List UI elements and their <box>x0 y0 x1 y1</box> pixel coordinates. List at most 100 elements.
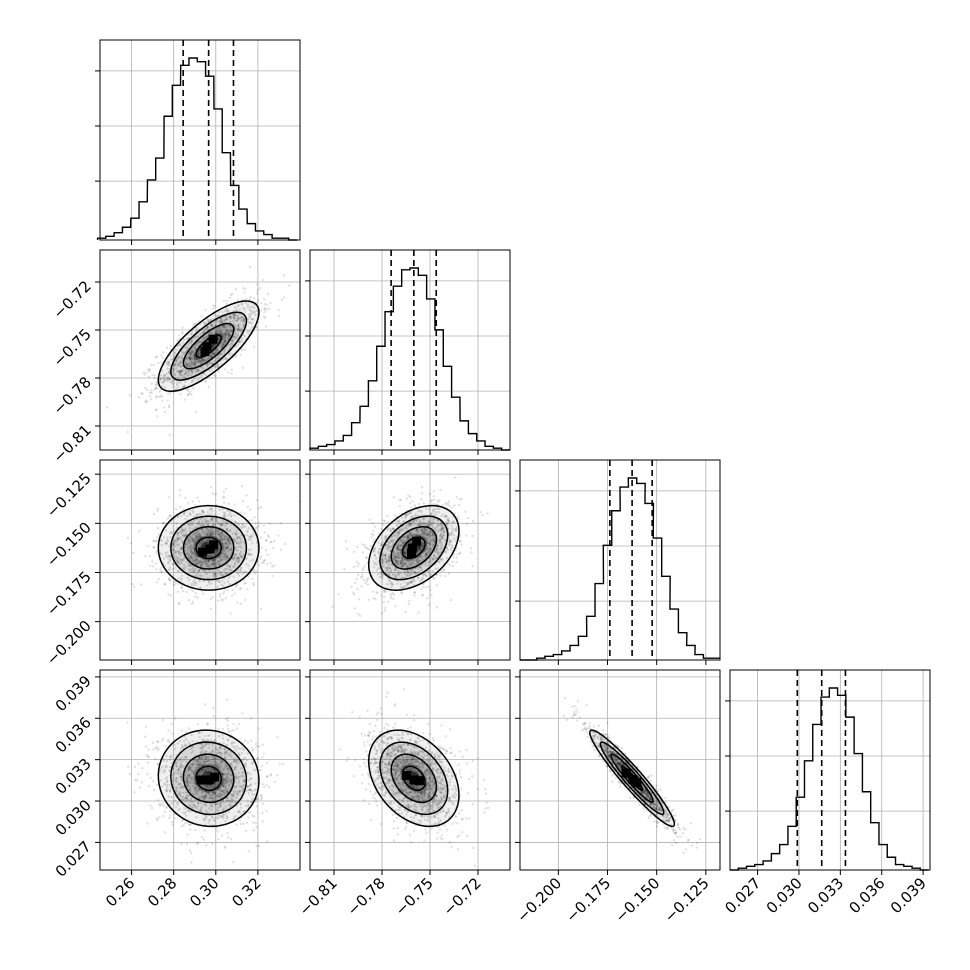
sample-point <box>262 524 266 527</box>
sample-point <box>188 357 192 361</box>
sample-point <box>223 341 227 344</box>
panel-content <box>126 485 300 615</box>
sample-point <box>272 564 276 567</box>
sample-point <box>229 330 233 333</box>
sample-point <box>171 824 174 827</box>
sample-point <box>169 814 172 817</box>
sample-point <box>175 382 179 385</box>
sample-point <box>241 320 244 323</box>
sample-point <box>402 520 405 523</box>
sample-point <box>224 487 228 491</box>
sample-point <box>218 534 222 538</box>
sample-point <box>192 345 195 349</box>
sample-point <box>265 308 268 311</box>
sample-point <box>209 485 213 489</box>
sample-point <box>409 531 412 535</box>
sample-point <box>184 534 187 537</box>
sample-point <box>158 395 161 398</box>
sample-point <box>189 390 192 393</box>
sample-point <box>389 529 393 533</box>
sample-point <box>149 804 152 807</box>
panel-frame <box>309 249 511 451</box>
sample-point <box>180 331 184 334</box>
sample-point <box>399 548 403 552</box>
sample-point <box>418 522 421 526</box>
sample-point <box>194 561 198 565</box>
sample-point <box>173 542 176 546</box>
sample-point <box>229 574 232 577</box>
contour-line <box>182 526 235 570</box>
sample-point <box>155 536 159 539</box>
sample-point <box>399 539 403 542</box>
sample-point <box>236 323 240 326</box>
sample-point <box>193 542 196 545</box>
sample-point <box>206 523 210 526</box>
histogram-panel-3 <box>515 459 721 661</box>
sample-point <box>178 551 181 554</box>
sample-point <box>216 549 220 552</box>
sample-point <box>192 337 195 340</box>
sample-point <box>357 598 361 601</box>
sample-point <box>445 546 449 550</box>
sample-point <box>403 535 407 539</box>
sample-point <box>187 393 190 396</box>
sample-point <box>234 308 238 311</box>
sample-point <box>428 569 431 573</box>
sample-point <box>195 534 198 537</box>
sample-point <box>410 572 413 575</box>
sample-point <box>180 574 184 578</box>
sample-point <box>243 307 246 311</box>
sample-point <box>181 332 184 335</box>
sample-point <box>252 532 255 535</box>
sample-point <box>185 363 188 367</box>
sample-point <box>218 353 221 357</box>
sample-point <box>169 514 172 518</box>
sample-point <box>419 549 422 552</box>
sample-point <box>105 406 109 409</box>
sample-point <box>192 363 195 366</box>
sample-point <box>238 317 241 320</box>
sample-point <box>221 542 225 545</box>
sample-point <box>189 556 193 560</box>
sample-point <box>426 541 429 544</box>
sample-point <box>171 543 175 546</box>
sample-point <box>253 572 256 575</box>
sample-point <box>390 583 394 586</box>
sample-point <box>232 321 235 325</box>
sample-point <box>173 816 176 820</box>
sample-point <box>164 551 167 555</box>
sample-point <box>207 520 211 523</box>
sample-point <box>203 703 207 706</box>
sample-point <box>226 546 229 550</box>
sample-point <box>439 522 443 525</box>
sample-point <box>186 549 189 552</box>
sample-point <box>226 540 229 544</box>
sample-point <box>206 532 209 536</box>
sample-point <box>408 501 412 504</box>
sample-point <box>227 331 231 335</box>
sample-point <box>228 330 232 333</box>
sample-point <box>260 555 263 558</box>
sample-point <box>236 334 239 337</box>
sample-point <box>230 547 233 550</box>
sample-point <box>228 565 231 569</box>
sample-point <box>192 527 195 530</box>
sample-point <box>192 324 195 327</box>
sample-point <box>216 528 219 532</box>
sample-point <box>213 562 216 566</box>
sample-point <box>181 540 184 543</box>
sample-point <box>455 527 458 530</box>
sample-point <box>156 414 159 418</box>
sample-point <box>216 549 219 552</box>
sample-point <box>238 545 241 548</box>
sample-point <box>224 338 227 341</box>
sample-point <box>215 536 219 539</box>
sample-point <box>260 309 263 312</box>
sample-point <box>239 526 242 530</box>
sample-point <box>208 355 212 359</box>
sample-point <box>212 565 216 568</box>
sample-point <box>398 547 402 551</box>
sample-point <box>199 534 202 538</box>
sample-point <box>229 553 232 556</box>
sample-point <box>187 343 190 346</box>
